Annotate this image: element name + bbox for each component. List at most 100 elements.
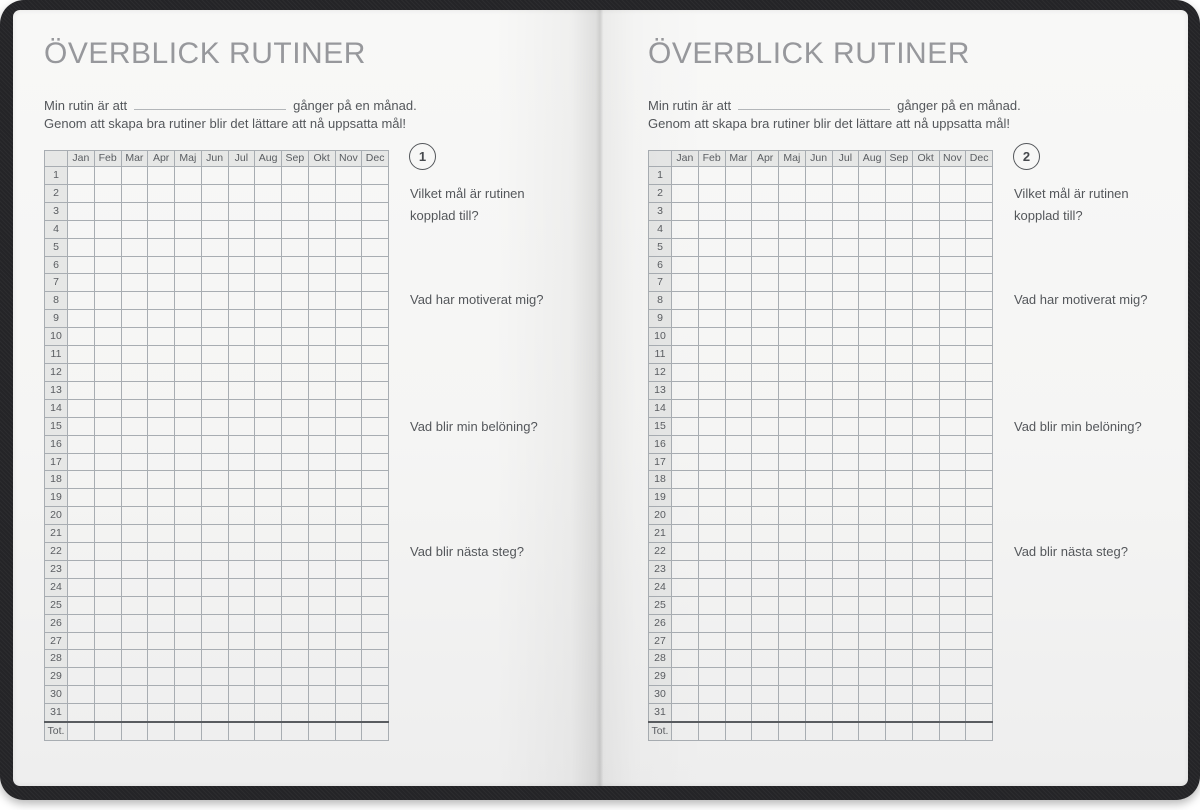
tracker-cell bbox=[697, 219, 726, 239]
tracker-cell bbox=[147, 559, 175, 579]
month-header: Maj bbox=[778, 150, 806, 167]
tracker-cell bbox=[307, 362, 336, 382]
routine-number-badge: 2 bbox=[1013, 143, 1040, 170]
day-label: 15 bbox=[648, 416, 672, 436]
tracker-cell bbox=[147, 309, 175, 329]
tracker-cell bbox=[858, 559, 886, 579]
tracker-cell bbox=[361, 166, 389, 185]
tracker-cell bbox=[858, 183, 886, 203]
tracker-cell bbox=[361, 667, 389, 687]
day-label: 8 bbox=[44, 291, 68, 311]
table-corner-cell bbox=[648, 150, 672, 167]
tracker-cell bbox=[697, 255, 726, 275]
tracker-cell bbox=[911, 183, 940, 203]
tracker-cell bbox=[831, 291, 860, 311]
tracker-cell bbox=[147, 273, 175, 293]
tracker-cell bbox=[671, 183, 699, 203]
tracker-cell bbox=[724, 291, 753, 311]
tracker-cell bbox=[200, 237, 229, 257]
total-cell bbox=[93, 721, 122, 742]
tracker-cell bbox=[93, 398, 122, 418]
total-cell bbox=[147, 721, 175, 742]
tracker-cell bbox=[778, 703, 806, 723]
tracker-cell bbox=[254, 327, 282, 347]
tracker-cell bbox=[361, 201, 389, 221]
tracker-cell bbox=[697, 613, 726, 633]
tracker-cell bbox=[671, 577, 699, 597]
tracker-cell bbox=[120, 183, 149, 203]
tracker-cell bbox=[831, 416, 860, 436]
tracker-cell bbox=[831, 398, 860, 418]
tracker-cell bbox=[885, 237, 913, 257]
day-label: 16 bbox=[44, 434, 68, 454]
tracker-cell bbox=[227, 613, 256, 633]
tracker-cell bbox=[120, 703, 149, 723]
tracker-cell bbox=[174, 685, 202, 705]
tracker-cell bbox=[697, 524, 726, 544]
tracker-cell bbox=[227, 345, 256, 364]
tracker-cell bbox=[697, 685, 726, 705]
tracker-cell bbox=[724, 506, 753, 526]
tracker-cell bbox=[174, 255, 202, 275]
tracker-cell bbox=[938, 685, 967, 705]
tracker-cell bbox=[334, 631, 363, 651]
tracker-cell bbox=[697, 434, 726, 454]
tracker-cell bbox=[671, 273, 699, 293]
tracker-cell bbox=[147, 201, 175, 221]
day-label: 7 bbox=[44, 273, 68, 293]
tracker-cell bbox=[334, 183, 363, 203]
tracker-cell bbox=[200, 506, 229, 526]
tracker-cell bbox=[911, 327, 940, 347]
tracker-cell bbox=[778, 237, 806, 257]
tracker-cell bbox=[93, 649, 122, 669]
tracker-cell bbox=[67, 416, 95, 436]
total-cell bbox=[724, 721, 753, 742]
question-reward: Vad blir min belöning? bbox=[1014, 419, 1142, 434]
tracker-cell bbox=[254, 542, 282, 561]
tracker-cell bbox=[778, 577, 806, 597]
total-cell bbox=[120, 721, 149, 742]
tracker-cell bbox=[67, 506, 95, 526]
day-label: 25 bbox=[648, 595, 672, 615]
month-header: Mar bbox=[724, 150, 753, 167]
day-label: 5 bbox=[648, 237, 672, 257]
tracker-cell bbox=[147, 166, 175, 185]
tracker-cell bbox=[281, 398, 309, 418]
tracker-cell bbox=[67, 685, 95, 705]
tracker-cell bbox=[227, 309, 256, 329]
tracker-cell bbox=[174, 345, 202, 364]
tracker-cell bbox=[858, 416, 886, 436]
tracker-cell bbox=[778, 183, 806, 203]
tracker-cell bbox=[147, 506, 175, 526]
tracker-cell bbox=[885, 649, 913, 669]
tracker-cell bbox=[751, 166, 779, 185]
question-goal: Vilket mål är rutinen kopplad till? bbox=[410, 186, 525, 223]
tracker-cell bbox=[334, 703, 363, 723]
day-label: 10 bbox=[44, 327, 68, 347]
tracker-cell bbox=[227, 255, 256, 275]
day-label: 19 bbox=[44, 488, 68, 508]
tracker-cell bbox=[858, 488, 886, 508]
tracker-cell bbox=[334, 524, 363, 544]
tracker-cell bbox=[120, 577, 149, 597]
tracker-cell bbox=[93, 452, 122, 472]
tracker-cell bbox=[174, 452, 202, 472]
total-cell bbox=[831, 721, 860, 742]
tracker-cell bbox=[858, 255, 886, 275]
total-cell bbox=[361, 721, 389, 742]
tracker-cell bbox=[67, 237, 95, 257]
total-cell bbox=[965, 721, 993, 742]
tracker-cell bbox=[885, 577, 913, 597]
tracker-cell bbox=[281, 488, 309, 508]
tracker-cell bbox=[671, 166, 699, 185]
tracker-cell bbox=[227, 362, 256, 382]
tracker-cell bbox=[697, 470, 726, 490]
tracker-cell bbox=[67, 452, 95, 472]
day-label: 21 bbox=[648, 524, 672, 544]
tracker-cell bbox=[671, 685, 699, 705]
tracker-cell bbox=[93, 291, 122, 311]
tracker-cell bbox=[227, 559, 256, 579]
tracker-cell bbox=[254, 237, 282, 257]
tracker-cell bbox=[885, 667, 913, 687]
tracker-cell bbox=[307, 166, 336, 185]
